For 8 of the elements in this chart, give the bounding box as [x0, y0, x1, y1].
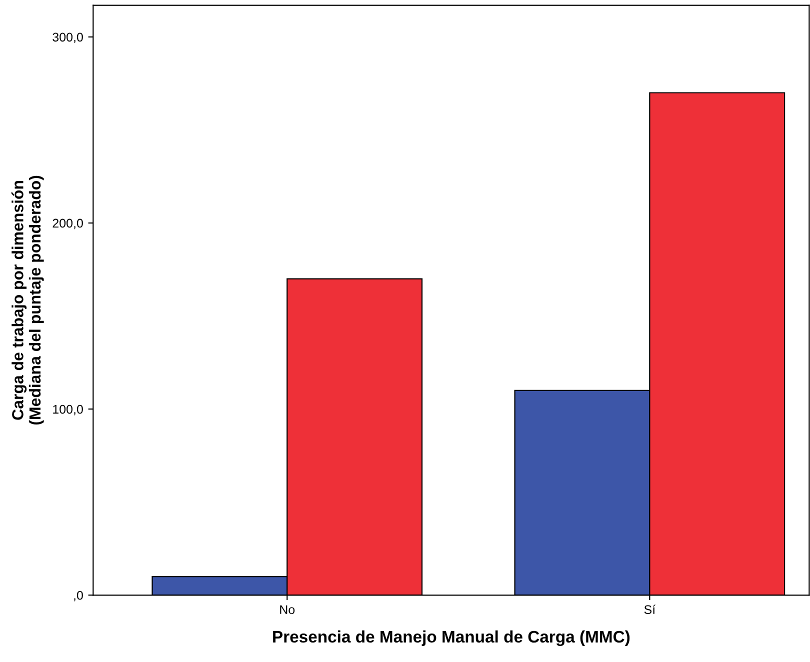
y-tick-label: 300,0	[52, 32, 83, 44]
y-tick-label: ,0	[74, 590, 83, 602]
x-axis-title: Presencia de Manejo Manual de Carga (MMC)	[273, 630, 630, 646]
y-tick-label: 200,0	[52, 218, 83, 230]
x-tick-label: Sí	[644, 604, 656, 614]
x-tick-label: No	[280, 605, 295, 614]
y-tick-label: 100,0	[53, 404, 83, 416]
y-axis-title: Carga de trabajo por dimensión (Mediana del puntaje ponderado)	[12, 176, 44, 425]
